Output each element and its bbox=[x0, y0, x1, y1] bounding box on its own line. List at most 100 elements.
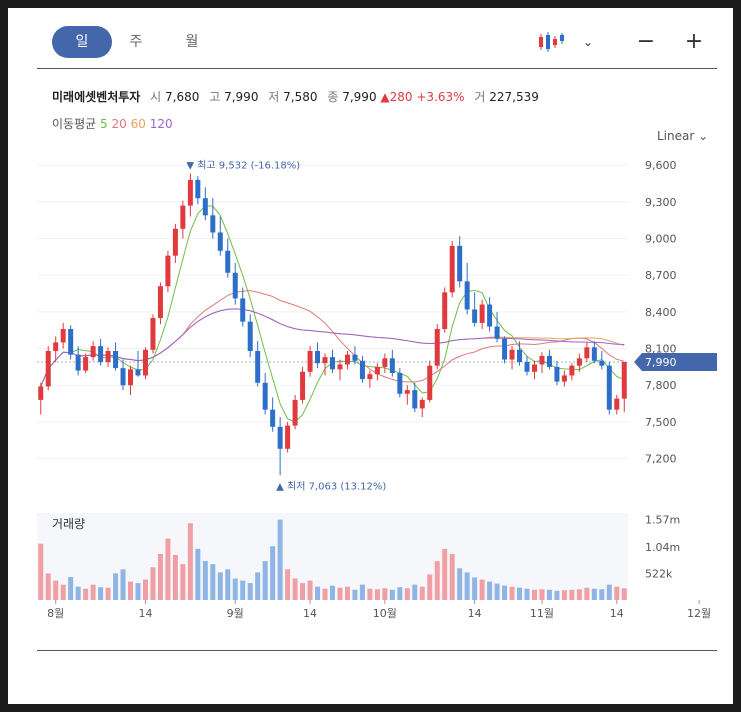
volume-bar bbox=[359, 584, 365, 600]
candle-body bbox=[277, 426, 283, 449]
price-tick-label: 8,400 bbox=[645, 306, 677, 319]
x-tick-label: 14 bbox=[138, 607, 152, 620]
volume-bar bbox=[225, 569, 231, 600]
tab-month[interactable]: 월 bbox=[185, 34, 199, 50]
candle-body bbox=[120, 368, 126, 386]
candle-body bbox=[576, 358, 582, 366]
candle-body bbox=[285, 425, 291, 449]
candle-body bbox=[315, 351, 321, 364]
volume-bar bbox=[292, 578, 298, 600]
candle-body bbox=[584, 347, 590, 359]
volume-bar bbox=[217, 572, 223, 600]
x-tick-label: 14 bbox=[610, 607, 624, 620]
candlestick-icon[interactable] bbox=[536, 30, 564, 54]
candle-body bbox=[300, 371, 306, 400]
candle-body bbox=[509, 349, 515, 360]
candle-body bbox=[352, 354, 358, 361]
volume-bar bbox=[427, 574, 433, 600]
candle-body bbox=[404, 390, 410, 394]
candle-body bbox=[427, 365, 433, 400]
candle-body bbox=[53, 342, 59, 351]
volume-bar bbox=[45, 573, 51, 600]
volume-bar bbox=[142, 579, 148, 600]
candle-body bbox=[606, 365, 612, 410]
candle-body bbox=[45, 351, 51, 387]
price-tick-label: 8,700 bbox=[645, 269, 677, 282]
ma-5-line bbox=[40, 205, 625, 423]
volume-bar bbox=[120, 569, 126, 600]
volume-bar bbox=[382, 588, 388, 600]
ma-5: 5 bbox=[100, 117, 108, 131]
volume-bar bbox=[374, 589, 380, 600]
volume-bar bbox=[472, 577, 478, 600]
candle-body bbox=[554, 366, 560, 382]
candle-body bbox=[68, 329, 74, 355]
open-value: 7,680 bbox=[165, 90, 200, 104]
volume-bar bbox=[98, 587, 104, 600]
volume-bar bbox=[621, 588, 627, 600]
volume-bar bbox=[479, 579, 485, 600]
volume-bar bbox=[591, 588, 597, 600]
volume-bar bbox=[457, 568, 463, 600]
volume-bar bbox=[614, 586, 620, 600]
x-tick-label: 14 bbox=[303, 607, 317, 620]
zoom-out-button[interactable]: − bbox=[636, 29, 656, 54]
chevron-down-icon[interactable]: ⌄ bbox=[582, 35, 594, 49]
volume-bar bbox=[105, 587, 111, 600]
ma-legend: 이동평균 5 20 60 120 bbox=[52, 115, 173, 132]
tab-week[interactable]: 주 bbox=[129, 34, 143, 50]
volume-bar bbox=[606, 584, 612, 600]
candle-body bbox=[434, 329, 440, 366]
volume-bar bbox=[561, 590, 567, 600]
ma-legend-label: 이동평균 bbox=[52, 117, 97, 131]
volume-bar bbox=[412, 584, 418, 600]
candle-body bbox=[165, 255, 171, 287]
candle-body bbox=[464, 281, 470, 310]
volume-bar bbox=[464, 572, 470, 600]
candle-body bbox=[202, 198, 208, 216]
price-tick-label: 7,500 bbox=[645, 416, 677, 429]
volume-bar bbox=[210, 564, 216, 600]
ma-120: 120 bbox=[149, 117, 173, 131]
volume-bar bbox=[135, 583, 141, 600]
price-chart: 9,600 9,300 9,000 8,700 8,400 8,100 7,800 7,500… bbox=[37, 159, 717, 620]
volume-bar bbox=[487, 581, 493, 600]
volume-bar bbox=[150, 567, 156, 600]
ma-60: 60 bbox=[130, 117, 146, 131]
scale-selector[interactable]: Linear ⌄ bbox=[657, 129, 708, 143]
volume-bar bbox=[270, 546, 276, 600]
volume-bar bbox=[584, 587, 590, 600]
x-tick-label: 12월 bbox=[687, 607, 711, 620]
candle-body bbox=[157, 286, 163, 318]
price-tick-label: 9,600 bbox=[645, 159, 677, 172]
ma-20: 20 bbox=[111, 117, 127, 131]
candle-body bbox=[240, 298, 246, 322]
candle-body bbox=[270, 409, 276, 427]
change-value: ▲280 bbox=[380, 90, 413, 104]
divider bbox=[37, 650, 717, 651]
volume-bar bbox=[599, 589, 605, 600]
candle-body bbox=[457, 245, 463, 282]
candle-body bbox=[150, 318, 156, 350]
volume-bar bbox=[53, 580, 59, 600]
volume-bar bbox=[576, 589, 582, 600]
scale-label: Linear bbox=[657, 129, 695, 143]
volume-bar bbox=[517, 587, 523, 600]
tab-day[interactable]: 일 bbox=[52, 26, 112, 58]
x-tick-label: 11월 bbox=[530, 607, 554, 620]
price-tick-label: 7,800 bbox=[645, 379, 677, 392]
volume-bar bbox=[90, 584, 96, 600]
low-annotation: ▲ 최저 7,063 (13.12%) bbox=[276, 480, 386, 492]
volume-bar bbox=[367, 588, 373, 600]
candle-body bbox=[225, 250, 231, 273]
candle-body bbox=[487, 304, 493, 327]
volume-bar bbox=[202, 561, 208, 600]
zoom-in-button[interactable]: + bbox=[684, 29, 704, 54]
candle-body bbox=[292, 399, 298, 426]
price-tick-label: 9,300 bbox=[645, 196, 677, 209]
chevron-down-icon: ⌄ bbox=[698, 129, 709, 143]
x-tick-label: 14 bbox=[468, 607, 482, 620]
candle-body bbox=[113, 351, 119, 369]
volume-bar bbox=[187, 523, 193, 600]
x-tick-label: 10월 bbox=[373, 607, 397, 620]
